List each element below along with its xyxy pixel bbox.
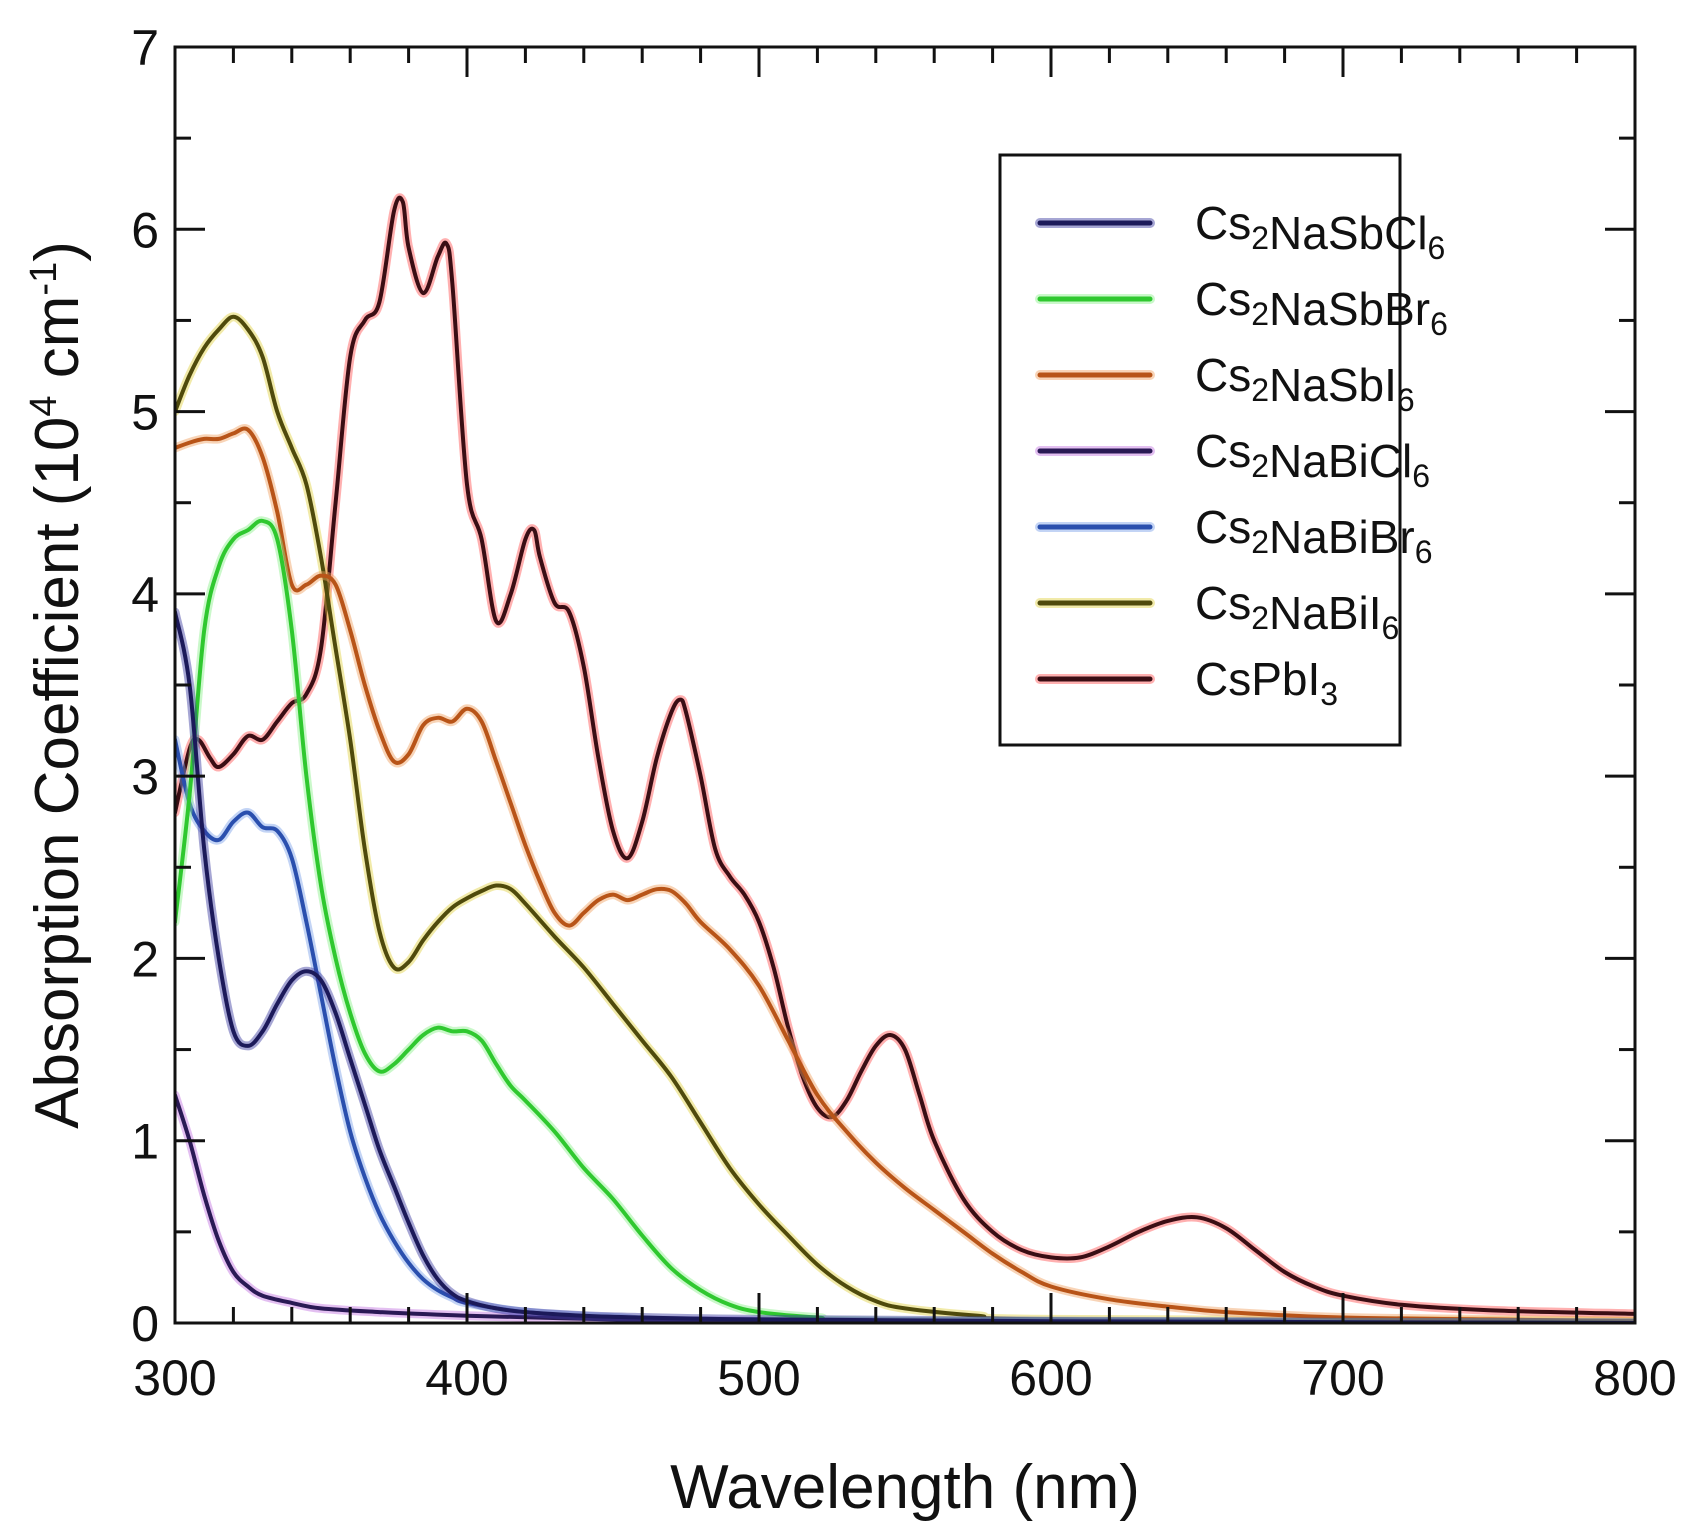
y-axis-title: Absorption Coefficient (104 cm-1) <box>23 241 92 1129</box>
y-tick-label: 6 <box>131 202 159 258</box>
legend-label-cs2nabibr6: Cs2NaBiBr6 <box>1195 501 1433 570</box>
y-axis-title-close: ) <box>23 241 92 262</box>
series-line-cspbi3 <box>175 195 1635 1316</box>
legend-label-cs2nasbbr6: Cs2NaSbBr6 <box>1195 273 1448 342</box>
series-line-cs2nasbbr6 <box>175 518 1635 1323</box>
y-axis-title-unit: cm <box>23 296 92 396</box>
y-tick-label: 2 <box>131 931 159 987</box>
legend-label-cspbi3: CsPbI3 <box>1195 653 1338 712</box>
series-line-cs2nabii6 <box>175 314 1635 1323</box>
x-tick-label: 400 <box>425 1350 508 1406</box>
y-axis-title-exp: 4 <box>23 395 65 416</box>
legend-label-cs2nasbcl6: Cs2NaSbCl6 <box>1195 197 1445 266</box>
x-tick-label: 800 <box>1593 1350 1676 1406</box>
y-tick-label: 0 <box>131 1296 159 1352</box>
x-tick-label: 600 <box>1009 1350 1092 1406</box>
legend: Cs2NaSbCl6 Cs2NaSbBr6 Cs2NaSbI6 Cs2NaBiCl6 C… <box>998 153 1448 747</box>
series-layer <box>175 193 1635 1323</box>
legend-label-cs2nabicl6: Cs2NaBiCl6 <box>1195 425 1430 494</box>
series-line-cs2nasbi6 <box>175 426 1635 1323</box>
y-axis-title-main: Absorption Coefficient (10 <box>23 417 92 1129</box>
legend-label-cs2nabii6: Cs2NaBiI6 <box>1195 577 1399 646</box>
plot-frame <box>173 45 1637 1325</box>
y-tick-label: 5 <box>131 385 159 441</box>
x-axis-title: Wavelength (nm) <box>670 1453 1140 1522</box>
series-line-cs2nasbcl6 <box>175 610 1635 1323</box>
y-tick-label: 7 <box>131 20 159 76</box>
x-tick-label: 700 <box>1301 1350 1384 1406</box>
x-tick-label: 500 <box>717 1350 800 1406</box>
legend-label-cs2nasbi6: Cs2NaSbI6 <box>1195 349 1415 418</box>
y-tick-label: 1 <box>131 1114 159 1170</box>
y-axis-title-unit-exp: -1 <box>23 262 65 296</box>
y-tick-label: 4 <box>131 567 159 623</box>
y-tick-label: 3 <box>131 749 159 805</box>
tick-labels: 300 400 500 600 700 800 0 1 2 3 4 5 6 7 <box>131 20 1677 1406</box>
x-tick-label: 300 <box>133 1350 216 1406</box>
